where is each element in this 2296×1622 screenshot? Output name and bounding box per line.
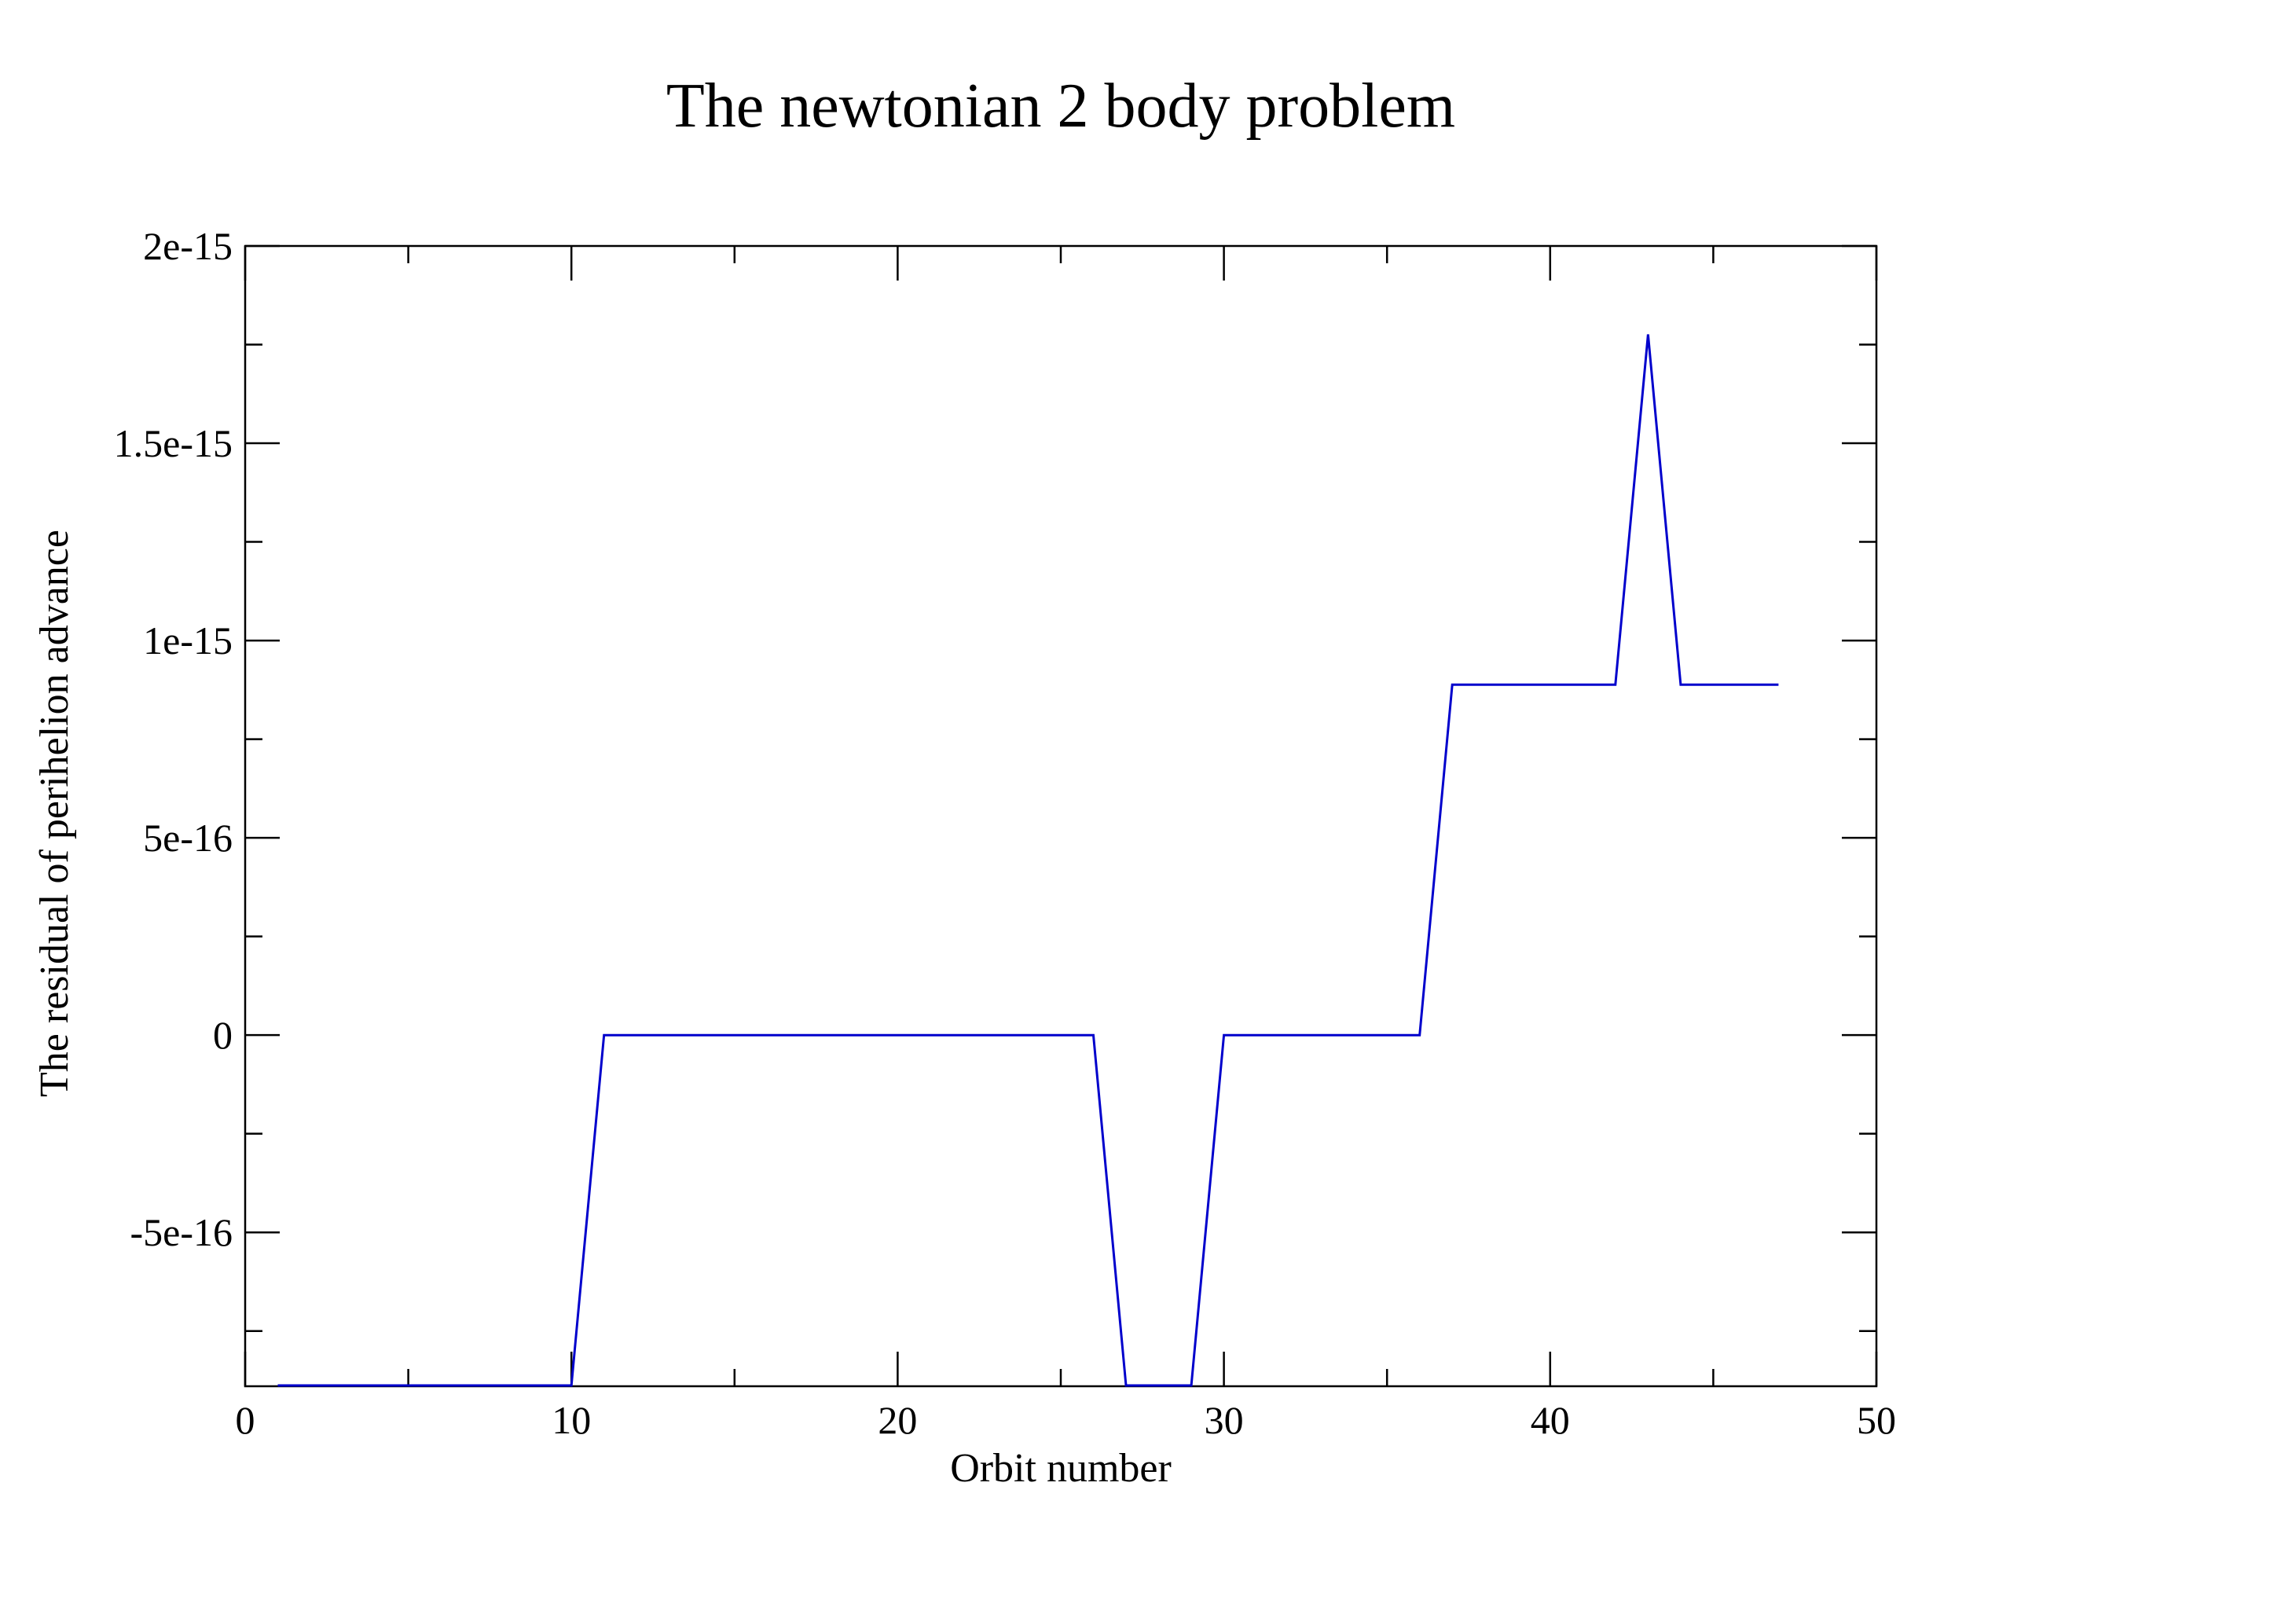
x-tick-label: 0 — [236, 1398, 255, 1442]
x-axis-label: Orbit number — [950, 1446, 1172, 1491]
y-axis-label: The residual of perihelion advance — [32, 530, 77, 1097]
y-tick-label: 0 — [213, 1013, 233, 1057]
series-line — [277, 334, 1779, 1387]
x-tick-label: 30 — [1205, 1398, 1244, 1442]
plot-frame — [244, 244, 1878, 1388]
chart-title: The newtonian 2 body problem — [666, 72, 1456, 141]
y-tick-label: 2e-15 — [143, 224, 233, 268]
y-tick-label: 1e-15 — [143, 618, 233, 662]
x-tick-label: 10 — [552, 1398, 591, 1442]
y-tick-label: -5e-16 — [130, 1210, 233, 1254]
x-tick-label: 40 — [1531, 1398, 1570, 1442]
x-tick-label: 20 — [878, 1398, 917, 1442]
y-tick-label: 5e-16 — [143, 816, 233, 860]
x-tick-label: 50 — [1857, 1398, 1896, 1442]
y-tick-label: 1.5e-15 — [114, 421, 233, 465]
